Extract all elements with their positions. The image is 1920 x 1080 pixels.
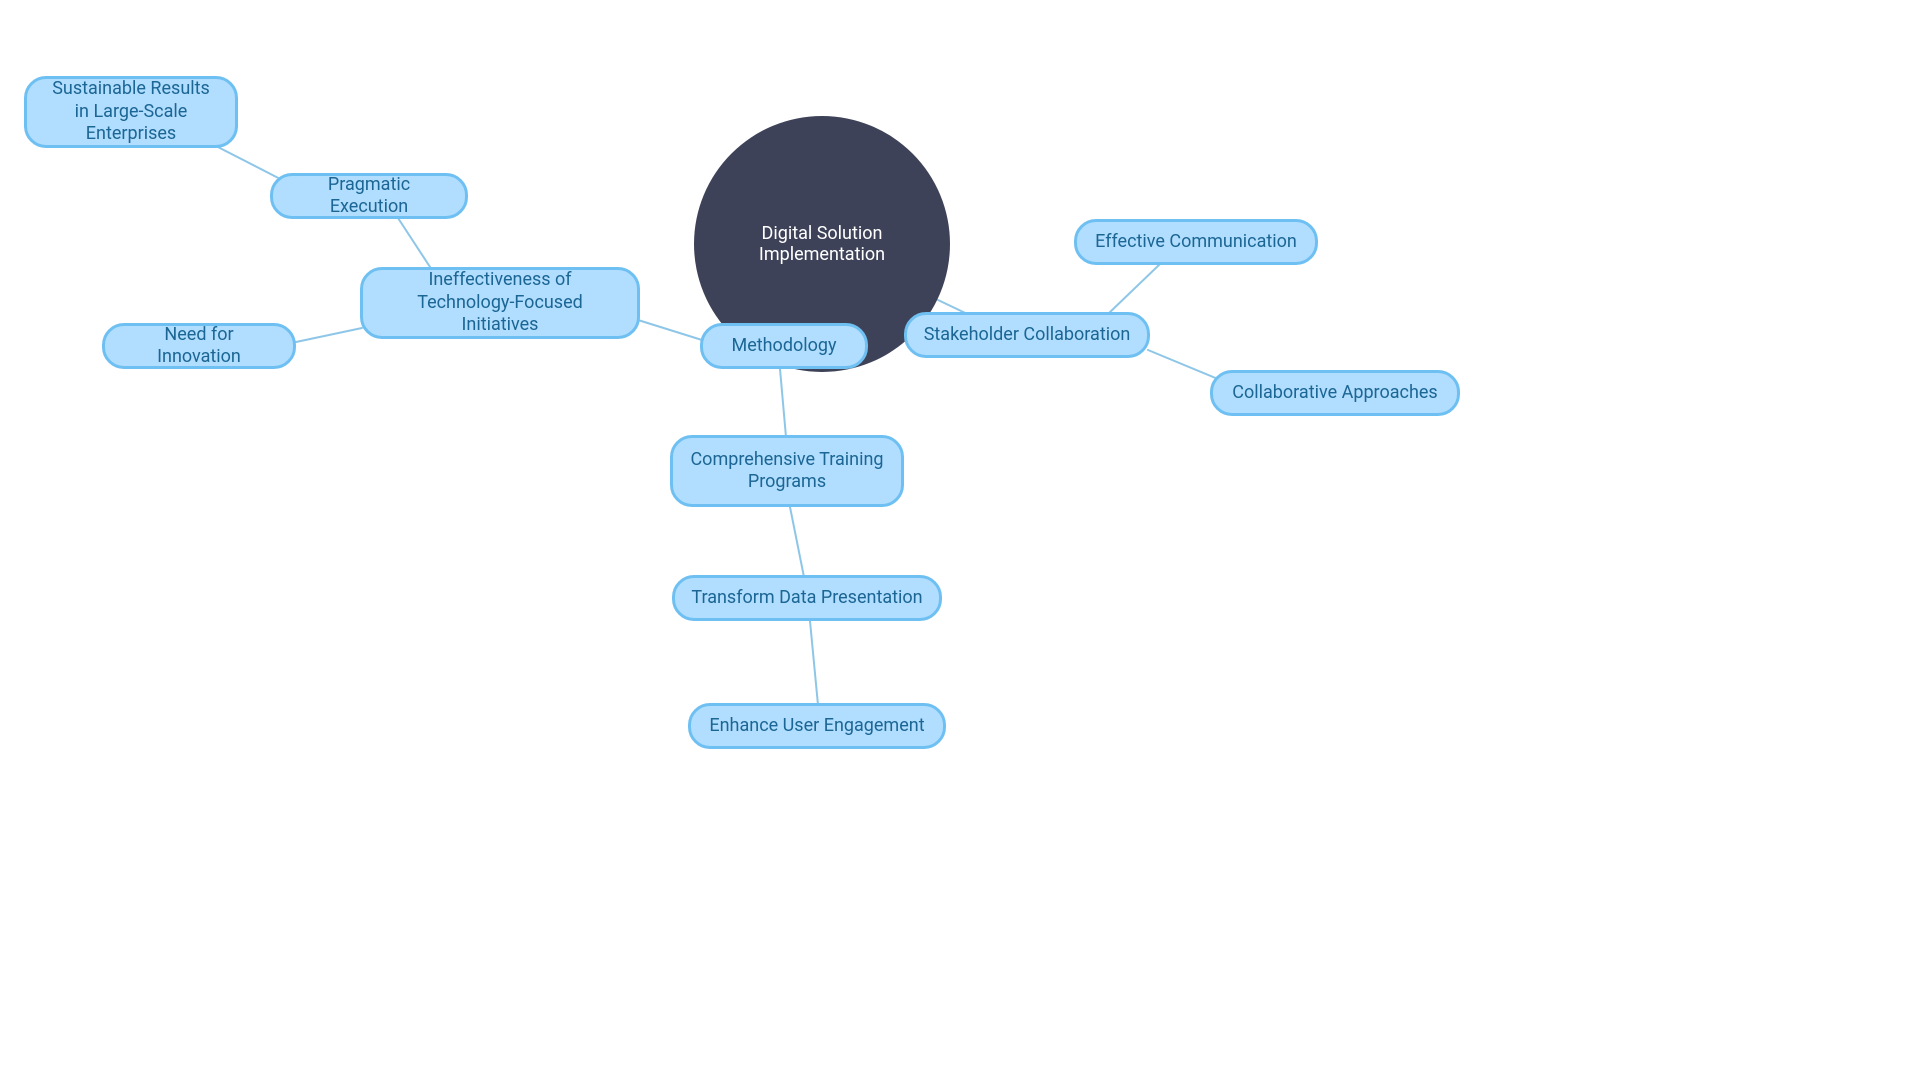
node-label: Comprehensive Training Programs [689,449,885,494]
node-enhance-engagement: Enhance User Engagement [688,703,946,749]
node-methodology: Methodology [700,323,868,369]
node-label: Collaborative Approaches [1232,382,1437,405]
node-label: Pragmatic Execution [289,174,449,219]
node-stakeholder: Stakeholder Collaboration [904,312,1150,358]
node-label: Need for Innovation [121,324,277,369]
node-label: Enhance User Engagement [709,715,924,738]
node-transform-data: Transform Data Presentation [672,575,942,621]
node-label: Methodology [731,335,836,358]
node-label: Stakeholder Collaboration [924,324,1131,347]
edges-layer [0,0,1920,1080]
node-collaborative-approaches: Collaborative Approaches [1210,370,1460,416]
center-node-label: Digital Solution Implementation [704,223,940,265]
node-need-innovation: Need for Innovation [102,323,296,369]
node-effective-communication: Effective Communication [1074,219,1318,265]
node-label: Transform Data Presentation [691,587,922,610]
node-label: Ineffectiveness of Technology-Focused In… [379,269,621,337]
node-pragmatic: Pragmatic Execution [270,173,468,219]
node-sustainable: Sustainable Results in Large-Scale Enter… [24,76,238,148]
node-ineffectiveness: Ineffectiveness of Technology-Focused In… [360,267,640,339]
node-training: Comprehensive Training Programs [670,435,904,507]
node-label: Sustainable Results in Large-Scale Enter… [43,78,219,146]
node-label: Effective Communication [1095,231,1297,254]
mindmap-canvas: Digital Solution Implementation Methodol… [0,0,1920,1080]
